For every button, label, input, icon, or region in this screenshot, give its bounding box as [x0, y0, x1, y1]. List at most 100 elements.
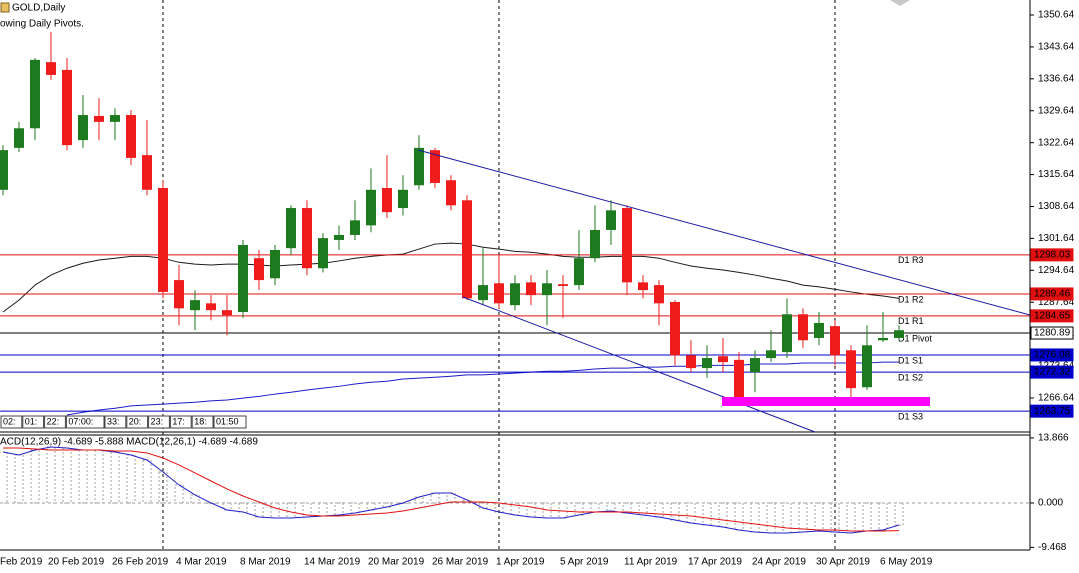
layers: 1350.64 1343.64 1336.64 1329.64 1322.64 1315.… — [0, 0, 1075, 553]
level-tag — [1030, 248, 1074, 262]
x-tick-label: 26 Feb 2019 — [112, 557, 169, 568]
candle-body — [478, 285, 488, 301]
candle-body — [46, 62, 56, 75]
candle-body — [318, 238, 328, 269]
timer-cell — [65, 415, 105, 429]
candle-body — [430, 150, 440, 183]
indicator-title: owing Daily Pivots. — [0, 19, 84, 30]
candle-body — [142, 155, 152, 190]
candle-body — [766, 350, 776, 359]
candle-body — [366, 189, 376, 226]
level-tag — [1030, 365, 1074, 379]
x-tick-label: 30 Apr 2019 — [816, 557, 870, 568]
candle-body — [510, 283, 520, 306]
candle-body — [494, 283, 504, 304]
macd-histogram — [558, 502, 568, 519]
y-tick-label: 1287.64 — [1038, 297, 1075, 308]
candle-body — [638, 282, 648, 291]
macd-histogram — [654, 502, 664, 518]
x-tick-label: 5 Apr 2019 — [560, 557, 609, 568]
candle-body — [62, 69, 72, 146]
candle-body — [238, 244, 248, 312]
y-tick-label: 1343.64 — [1038, 42, 1075, 53]
candle-body — [334, 234, 344, 240]
candle-body — [286, 208, 296, 249]
pivot-level-label: D1 R1 — [898, 316, 924, 326]
y-tick-label: 1301.64 — [1038, 233, 1075, 244]
macd-histogram — [382, 502, 392, 508]
y-tick-label: 1350.64 — [1038, 10, 1075, 21]
macd-histogram — [766, 502, 776, 534]
macd-histogram — [814, 502, 824, 532]
pivot-level-label: D1 R2 — [898, 294, 924, 304]
timer-cell-text: 22: — [47, 416, 60, 426]
macd-histogram — [222, 502, 232, 511]
macd-histogram — [878, 502, 888, 531]
candle-body — [590, 229, 600, 259]
x-tick-label: 8 Mar 2019 — [240, 557, 291, 568]
candle-body — [830, 326, 840, 356]
macd-histogram — [846, 502, 856, 534]
candle-body — [190, 300, 200, 311]
timer-cell — [22, 415, 45, 429]
macd-title: ACD(12,26,9) -4.689 -5.888 MACD(12,26,1)… — [0, 437, 258, 448]
timer-cell-text: 01:50 — [216, 416, 239, 426]
candle-body — [574, 258, 584, 286]
candle-body — [158, 187, 168, 292]
macd-histogram — [366, 502, 376, 511]
candle-body — [14, 128, 24, 148]
level-tag-label: 1272.32 — [1034, 367, 1071, 378]
timer-cell — [213, 415, 247, 429]
candle-body — [94, 115, 104, 122]
candle-body — [174, 280, 184, 309]
candle-body — [382, 187, 392, 213]
candle-body — [446, 180, 456, 206]
candle-body — [0, 150, 8, 190]
candle-body — [30, 59, 40, 129]
y-tick-label: 13.866 — [1038, 433, 1069, 444]
x-tick-label: 14 Mar 2019 — [304, 557, 361, 568]
y-tick-label: 1308.64 — [1038, 201, 1075, 212]
candle-body — [798, 314, 808, 341]
macd-histogram — [782, 502, 792, 534]
timer-cell — [126, 415, 149, 429]
pivot-level-label: D1 Pivot — [898, 333, 933, 343]
corner-marker — [890, 0, 910, 6]
level-tag-label: 1280.89 — [1034, 328, 1071, 339]
timer-cell — [169, 415, 192, 429]
macd-histogram — [254, 502, 264, 518]
x-tick-label: 1 Apr 2019 — [496, 557, 545, 568]
trendline — [462, 296, 816, 433]
candle-body — [302, 208, 312, 269]
macd-histogram — [270, 502, 280, 519]
pivot-level-label: D1 S2 — [898, 372, 923, 382]
trendline — [417, 149, 1031, 316]
pivot-level-label: D1 S1 — [898, 355, 923, 365]
y-tick-label: 1336.64 — [1038, 73, 1075, 84]
signal-line — [3, 447, 900, 532]
candle-body — [126, 115, 136, 158]
timer-cell — [191, 415, 214, 429]
level-tag — [1030, 348, 1074, 362]
moving-average — [66, 361, 899, 416]
level-tag — [1030, 404, 1074, 418]
macd-histogram — [542, 502, 552, 519]
timer-cell-text: 23: — [151, 416, 164, 426]
support-zone — [722, 397, 930, 406]
x-tick-label: 17 Apr 2019 — [688, 557, 742, 568]
candle-body — [414, 147, 424, 186]
candle-body — [606, 210, 616, 230]
candle-body — [558, 284, 568, 287]
timer-cell-text: 01: — [25, 416, 38, 426]
x-tick-label: 24 Apr 2019 — [752, 557, 806, 568]
y-tick-label: 1315.64 — [1038, 169, 1075, 180]
candle-body — [702, 358, 712, 369]
y-tick-label: 1329.64 — [1038, 105, 1075, 116]
candle-body — [814, 322, 824, 338]
timer-cell-text: 18: — [194, 416, 207, 426]
x-tick-label: 26 Mar 2019 — [432, 557, 489, 568]
y-tick-label: -9.468 — [1038, 542, 1067, 553]
candle-body — [270, 249, 280, 279]
macd-line — [2, 446, 900, 534]
candle-body — [622, 208, 632, 283]
